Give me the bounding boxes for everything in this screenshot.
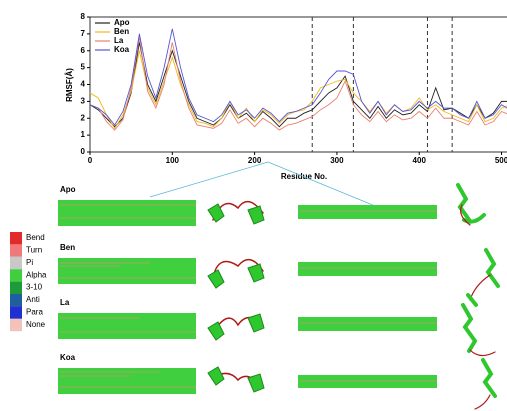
series-line [89,50,507,130]
ss-swatch [10,318,22,332]
x-tick-label: 300 [330,156,344,165]
series-line [89,37,507,131]
x-tick-label: 0 [88,156,93,165]
panel-label: Ben [60,243,75,252]
y-tick-label: 7 [81,29,86,38]
series-line [89,42,507,128]
protein-cartoons [207,183,500,410]
ss-swatch [10,244,22,257]
ss-label: Pi [26,258,33,267]
y-tick-label: 2 [81,113,86,122]
y-tick-label: 3 [81,96,86,105]
ss-swatch [10,306,22,319]
ss-label: Alpha [26,270,47,279]
y-tick-label: 1 [81,130,86,139]
ss-label: Anti [26,295,40,304]
y-axis-label: RMSF(Å) [65,68,74,102]
panel-label: Apo [60,185,76,194]
legend-label: Apo [114,18,130,27]
y-tick-label: 6 [81,46,86,55]
y-tick-label: 0 [81,147,86,156]
legend-label: Koa [114,45,130,54]
ss-label: Bend [26,233,45,242]
arrows [149,161,381,209]
panel-label: Koa [60,353,76,362]
ss-swatch [10,232,22,245]
ss-swatch [10,269,22,282]
series-line [89,28,507,126]
legend-label: Ben [114,27,129,36]
legend-label: La [114,36,124,45]
ss-swatch [10,256,22,270]
x-tick-label: 500 [495,156,507,165]
ss-swatch [10,281,22,294]
panel-label: La [60,298,70,307]
x-tick-label: 100 [166,156,180,165]
y-tick-label: 4 [81,80,86,89]
ss-label: None [26,320,46,329]
ss-label: 3-10 [26,283,43,292]
y-tick-label: 5 [81,63,86,72]
x-tick-label: 400 [413,156,427,165]
y-tick-label: 8 [81,12,86,21]
ss-label: Para [26,308,43,317]
plot-frame [89,16,507,153]
ss-panels [58,200,437,394]
ss-swatch [10,294,22,307]
x-tick-label: 200 [248,156,262,165]
ss-label: Turn [26,246,42,255]
